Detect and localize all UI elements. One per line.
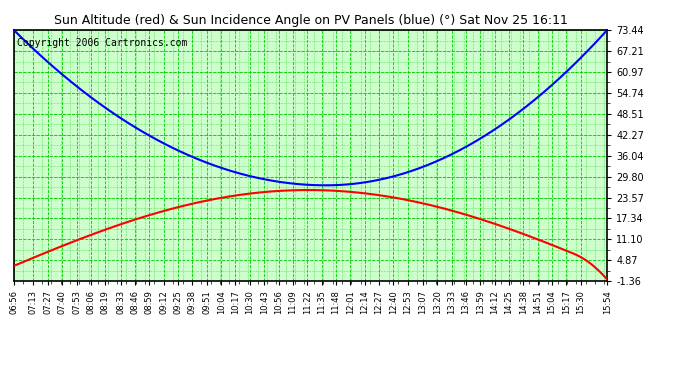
- Title: Sun Altitude (red) & Sun Incidence Angle on PV Panels (blue) (°) Sat Nov 25 16:1: Sun Altitude (red) & Sun Incidence Angle…: [54, 15, 567, 27]
- Text: Copyright 2006 Cartronics.com: Copyright 2006 Cartronics.com: [17, 38, 187, 48]
